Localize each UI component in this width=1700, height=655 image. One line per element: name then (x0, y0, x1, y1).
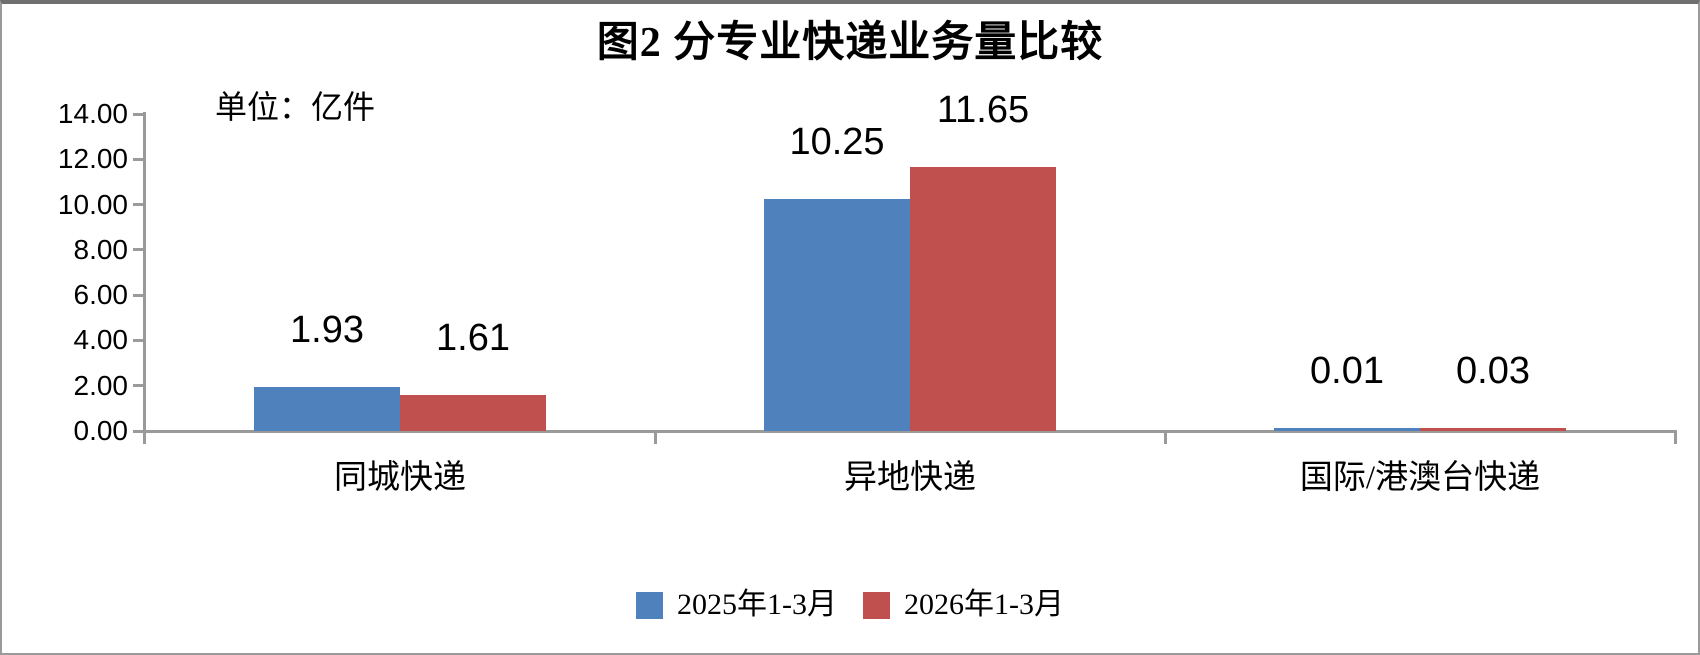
y-tick (133, 203, 144, 207)
value-label: 0.03 (1456, 349, 1530, 392)
y-tick-label: 10.00 (57, 188, 128, 220)
y-tick-label: 6.00 (73, 279, 129, 311)
y-tick (133, 112, 144, 116)
legend-swatch (863, 591, 890, 619)
bar (1274, 427, 1420, 431)
y-tick-label: 12.00 (57, 143, 128, 175)
y-tick (133, 293, 144, 297)
y-tick (133, 338, 144, 342)
category-label: 国际/港澳台快递 (1299, 460, 1541, 496)
value-label: 1.93 (290, 309, 364, 352)
bar (764, 198, 910, 431)
chart-title: 图2 分专业快递业务量比较 (596, 20, 1104, 66)
y-tick (133, 157, 144, 161)
y-tick-label: 0.00 (73, 415, 129, 446)
category-label: 异地快递 (844, 460, 976, 496)
legend: 2025年1-3月 2026年1-3月 (2, 588, 1698, 622)
bar (254, 387, 400, 431)
unit-label: 单位：亿件 (215, 89, 376, 125)
y-tick-label: 8.00 (73, 233, 129, 265)
legend-label: 2026年1-3月 (904, 588, 1064, 621)
legend-item: 2026年1-3月 (863, 588, 1064, 622)
value-label: 0.01 (1310, 349, 1384, 392)
y-tick-label: 4.00 (73, 324, 129, 356)
y-tick (133, 248, 144, 252)
value-label: 11.65 (936, 89, 1030, 132)
bar (1420, 427, 1566, 431)
x-tick (1163, 430, 1167, 444)
value-label: 10.25 (789, 120, 885, 163)
bar (400, 394, 546, 431)
y-axis-line (143, 112, 146, 444)
y-tick (133, 429, 144, 433)
legend-swatch (636, 591, 663, 619)
x-tick (653, 430, 657, 444)
x-axis-line (143, 430, 1677, 433)
y-tick (133, 384, 144, 388)
y-tick-label: 14.00 (57, 98, 128, 129)
legend-item: 2025年1-3月 (636, 588, 837, 622)
y-tick-label: 2.00 (73, 369, 129, 401)
bar (910, 167, 1056, 431)
value-label: 1.61 (436, 316, 510, 359)
x-tick (1673, 430, 1677, 444)
category-label: 同城快递 (334, 460, 466, 496)
legend-label: 2025年1-3月 (677, 588, 837, 621)
